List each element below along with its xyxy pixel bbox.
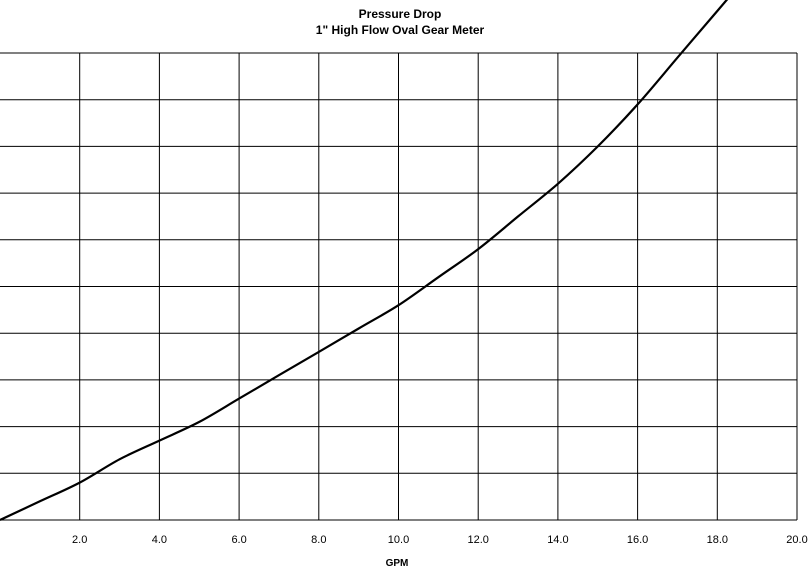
- x-tick-label: 2.0: [72, 534, 87, 546]
- series-layer: [0, 0, 729, 521]
- x-tick-label: 20.0: [786, 534, 807, 546]
- chart-title: Pressure Drop: [359, 7, 442, 21]
- x-axis-label: GPM: [386, 558, 409, 569]
- x-tick-label: 18.0: [707, 534, 728, 546]
- x-tick-label: 14.0: [547, 534, 568, 546]
- x-tick-label: 16.0: [627, 534, 648, 546]
- x-tick-label: 12.0: [467, 534, 488, 546]
- pressure-drop-line: [0, 0, 729, 521]
- x-tick-label: 10.0: [388, 534, 409, 546]
- x-tick-label: 6.0: [231, 534, 246, 546]
- x-tick-labels: 2.0 4.0 6.0 8.0 10.0 12.0 14.0 16.0 18.0 20.0: [72, 534, 808, 546]
- grid-lines: [0, 52, 798, 521]
- chart-subtitle: 1" High Flow Oval Gear Meter: [316, 23, 485, 37]
- x-tick-label: 8.0: [311, 534, 326, 546]
- x-tick-label: 4.0: [152, 534, 167, 546]
